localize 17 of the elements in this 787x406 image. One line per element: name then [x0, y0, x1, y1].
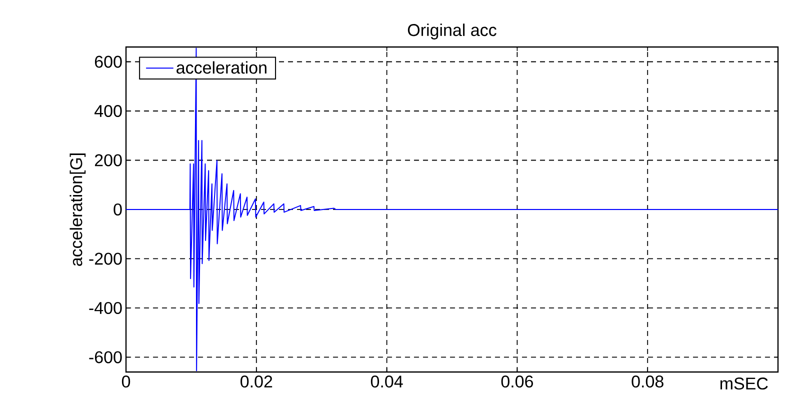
y-tick-label: -200 — [89, 252, 122, 265]
chart-title: Original acc — [408, 24, 496, 40]
y-tick-label: 600 — [94, 56, 122, 68]
y-axis-title: acceleration[G] — [70, 154, 86, 266]
x-tick-label: 0.08 — [632, 376, 664, 388]
x-tick-label: 0.06 — [501, 376, 533, 388]
y-tick-label: 200 — [94, 154, 122, 166]
x-tick-label: 0 — [122, 376, 130, 388]
line-series — [126, 48, 778, 372]
y-tick-label: -600 — [89, 351, 122, 364]
legend-label: acceleration — [176, 61, 266, 74]
y-tick-label: -400 — [89, 302, 122, 314]
y-tick-label: 400 — [94, 104, 122, 118]
y-tick-label: 0 — [114, 203, 122, 216]
x-tick-label: 0.04 — [370, 376, 403, 388]
x-axis-title: mSEC — [720, 378, 768, 390]
x-tick-label: 0.02 — [240, 376, 272, 388]
